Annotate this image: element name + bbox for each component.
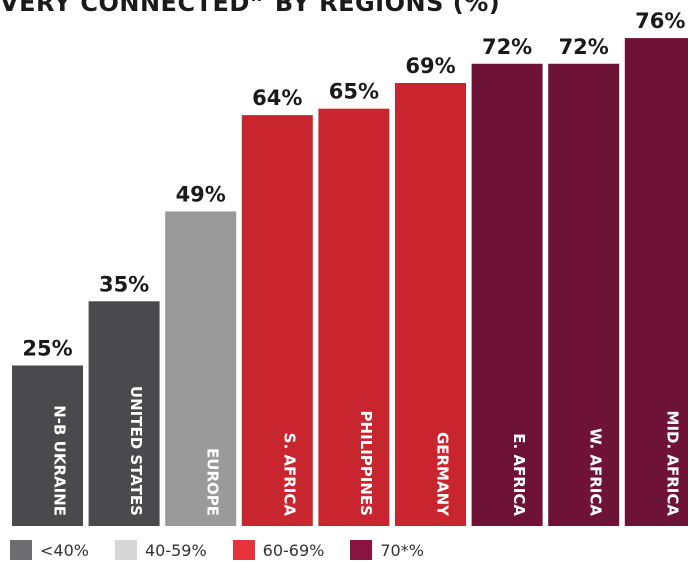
bars-group: 25% N-B UKRAINE 35% UNITED STATES 49% EUROPE 6…: [12, 9, 688, 527]
bar-chart: 25% N-B UKRAINE 35% UNITED STATES 49% EUROPE 6…: [12, 9, 688, 527]
value-label-7: 72%: [482, 35, 532, 59]
legend-label-70plus: 70*%: [380, 540, 424, 560]
legend-swatch-60-69: [232, 540, 255, 560]
value-label-8: 72%: [559, 35, 609, 59]
category-label-1: N-B UKRAINE: [51, 405, 69, 516]
category-label-6: GERMANY: [434, 432, 452, 517]
bar-3: [165, 211, 237, 527]
category-label-4: S. AFRICA: [280, 433, 298, 517]
bar-4: [241, 115, 313, 527]
legend-item-60-69: 60-69%: [232, 540, 325, 560]
category-label-3: EUROPE: [204, 448, 222, 516]
legend-item-70plus: 70*%: [350, 540, 424, 560]
legend-swatch-40-59: [114, 540, 137, 560]
legend-label-lt40: <40%: [40, 540, 89, 560]
chart-title: VERY CONNECTED” BY REGIONS (%): [0, 0, 501, 17]
bar-7: [471, 63, 543, 526]
legend-label-40-59: 40-59%: [144, 540, 207, 560]
value-label-5: 65%: [329, 80, 379, 104]
value-label-6: 69%: [405, 54, 455, 78]
bar-1: [12, 365, 83, 526]
legend-label-60-69: 60-69%: [262, 540, 325, 560]
value-label-2: 35%: [99, 272, 149, 296]
legend-swatch-70plus: [350, 540, 373, 560]
bar-6: [395, 83, 466, 527]
value-label-1: 25%: [22, 337, 72, 361]
legend-item-lt40: <40%: [10, 540, 89, 560]
value-label-3: 49%: [176, 182, 226, 206]
bar-9: [624, 38, 688, 527]
legend-item-40-59: 40-59%: [114, 540, 207, 560]
value-label-9: 76%: [635, 9, 685, 33]
bar-8: [548, 63, 620, 526]
category-label-2: UNITED STATES: [127, 386, 145, 516]
category-label-8: W. AFRICA: [587, 428, 605, 516]
category-label-5: PHILIPPINES: [357, 411, 375, 516]
legend: <40% 40-59% 60-69% 70*%: [10, 540, 450, 560]
category-label-9: MID. AFRICA: [663, 411, 681, 517]
legend-swatch-lt40: [10, 540, 32, 560]
category-label-7: E. AFRICA: [510, 433, 528, 516]
bar-5: [318, 108, 390, 526]
value-label-4: 64%: [252, 86, 302, 110]
bar-2: [88, 301, 160, 526]
